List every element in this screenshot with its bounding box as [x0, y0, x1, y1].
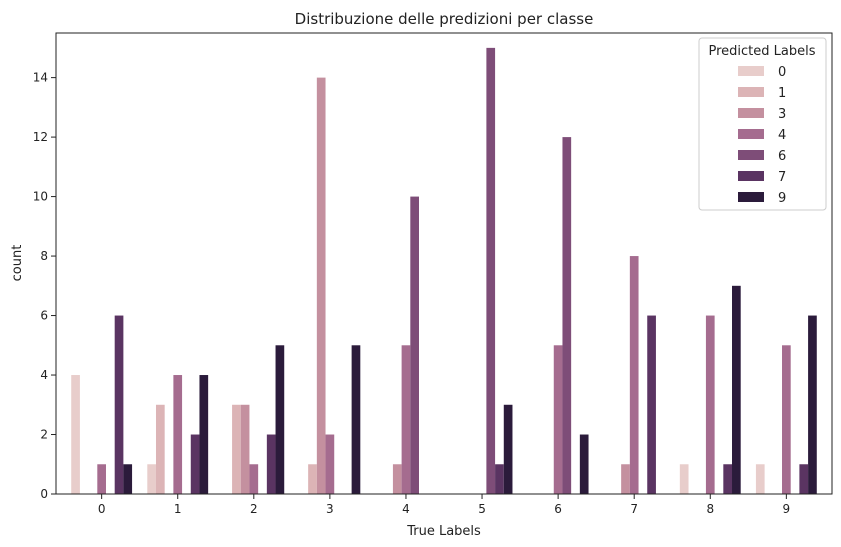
bar-true-0-pred-4	[97, 464, 106, 494]
x-tick-label: 5	[478, 502, 486, 516]
legend: Predicted Labels 0 1 3 4 6 7 9	[698, 37, 827, 211]
x-tick-label: 3	[326, 502, 334, 516]
x-tick-label: 2	[250, 502, 258, 516]
x-tick-label: 1	[174, 502, 182, 516]
legend-swatch-6	[738, 150, 764, 160]
y-tick-label: 2	[40, 428, 48, 442]
legend-swatch-9	[738, 192, 764, 202]
bar-true-1-pred-1	[155, 404, 165, 494]
y-tick-label: 14	[33, 71, 48, 85]
bar-true-4-pred-3	[392, 464, 402, 494]
x-axis: 0 1 2 3 4 5 6 7 8 9	[98, 494, 790, 516]
bars	[71, 47, 817, 495]
x-axis-label: True Labels	[406, 524, 481, 539]
bar-true-3-pred-3	[316, 77, 326, 495]
bar-true-0-pred-9	[123, 464, 133, 494]
bar-true-0-pred-7	[114, 315, 124, 494]
x-tick-label: 8	[706, 502, 714, 516]
bar-true-7-pred-3	[621, 464, 630, 494]
chart-title: Distribuzione delle predizioni per class…	[295, 10, 594, 28]
bar-true-2-pred-7	[266, 434, 276, 494]
legend-swatch-3	[738, 108, 764, 118]
bar-true-4-pred-6	[410, 196, 419, 494]
bar-true-9-pred-0	[755, 464, 765, 494]
bar-true-9-pred-7	[799, 464, 809, 494]
legend-label-0: 0	[778, 65, 786, 80]
y-tick-label: 12	[33, 130, 48, 144]
x-tick-label: 0	[98, 502, 106, 516]
bar-true-1-pred-7	[190, 434, 200, 494]
legend-label-3: 3	[778, 107, 786, 122]
bar-true-4-pred-4	[401, 345, 411, 494]
bar-true-9-pred-4	[782, 345, 791, 494]
bar-true-0-pred-0	[71, 375, 80, 494]
legend-box	[698, 37, 827, 211]
bar-true-3-pred-1	[308, 464, 317, 494]
x-tick-label: 6	[554, 502, 562, 516]
legend-title: Predicted Labels	[708, 44, 815, 59]
legend-label-9: 9	[778, 191, 786, 206]
bar-true-6-pred-9	[579, 434, 589, 494]
bar-true-1-pred-4	[173, 375, 183, 494]
bar-true-8-pred-9	[732, 285, 741, 494]
bar-true-2-pred-4	[249, 464, 259, 494]
y-axis: 0 2 4 6 8 10 12 14	[33, 71, 56, 501]
bar-true-2-pred-3	[240, 404, 250, 494]
y-tick-label: 0	[40, 487, 48, 501]
y-tick-label: 4	[40, 368, 48, 382]
legend-label-7: 7	[778, 170, 786, 185]
bar-true-1-pred-0	[147, 464, 156, 494]
bar-true-3-pred-9	[351, 345, 361, 494]
y-axis-label: count	[10, 245, 25, 282]
bar-true-5-pred-6	[486, 47, 496, 495]
x-tick-label: 9	[783, 502, 791, 516]
legend-swatch-4	[738, 129, 764, 139]
legend-label-1: 1	[778, 86, 786, 101]
bar-true-7-pred-7	[647, 315, 656, 494]
bar-true-8-pred-4	[705, 315, 715, 494]
y-tick-label: 8	[40, 249, 48, 263]
bar-true-5-pred-7	[495, 464, 504, 494]
y-tick-label: 10	[33, 190, 48, 204]
legend-swatch-1	[738, 87, 764, 97]
bar-true-2-pred-9	[275, 345, 285, 494]
bar-true-9-pred-9	[808, 315, 817, 494]
bar-true-8-pred-7	[723, 464, 733, 494]
bar-true-6-pred-6	[562, 137, 572, 494]
legend-swatch-0	[738, 66, 764, 76]
bar-true-5-pred-9	[503, 404, 513, 494]
plot-frame	[55, 32, 833, 495]
bar-true-6-pred-4	[553, 345, 563, 494]
bar-true-7-pred-4	[629, 256, 639, 494]
bar-true-8-pred-0	[679, 464, 689, 494]
y-tick-label: 6	[40, 309, 48, 323]
x-tick-label: 7	[630, 502, 638, 516]
x-tick-label: 4	[402, 502, 410, 516]
legend-label-6: 6	[778, 149, 786, 164]
bar-true-1-pred-9	[199, 375, 209, 494]
bar-true-2-pred-1	[232, 404, 241, 494]
legend-label-4: 4	[778, 128, 786, 143]
legend-swatch-7	[738, 171, 764, 181]
bar-true-3-pred-4	[325, 434, 335, 494]
